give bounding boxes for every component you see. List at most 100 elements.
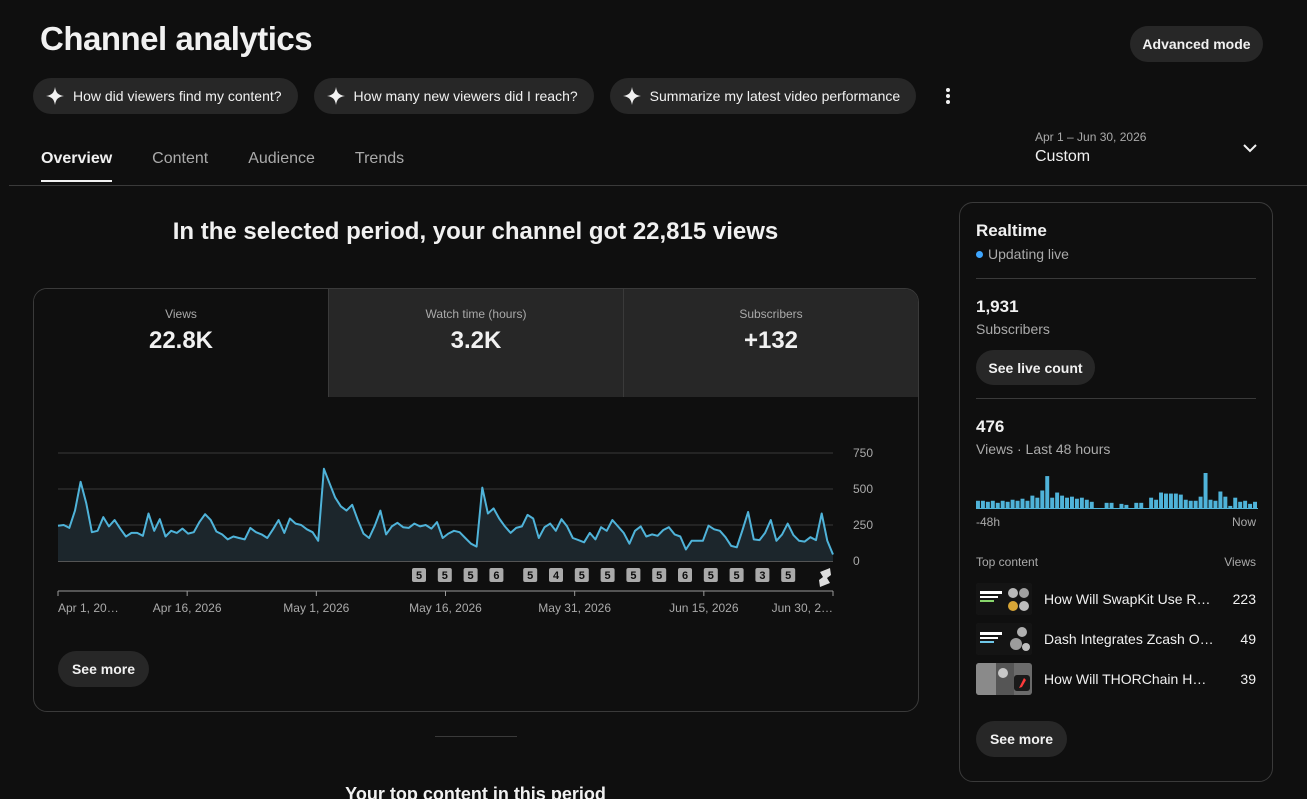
upload-marker-count: 5 bbox=[605, 570, 611, 582]
video-views: 49 bbox=[1240, 631, 1256, 647]
realtime-bar bbox=[1139, 502, 1144, 509]
realtime-bar bbox=[1213, 500, 1218, 509]
date-range-selector[interactable]: Apr 1 – Jun 30, 2026 Custom bbox=[1035, 130, 1260, 174]
chip-new-viewers[interactable]: How many new viewers did I reach? bbox=[313, 78, 594, 114]
metric-value: 22.8K bbox=[148, 327, 214, 354]
realtime-bar bbox=[990, 500, 995, 509]
video-thumbnail bbox=[976, 583, 1032, 615]
subscriber-label: Subscribers bbox=[976, 321, 1050, 337]
page-title: Channel analytics bbox=[40, 20, 313, 57]
realtime-title: Realtime bbox=[976, 221, 1047, 240]
chip-viewers-find[interactable]: How did viewers find my content? bbox=[33, 78, 298, 114]
realtime-bar bbox=[1109, 502, 1114, 509]
realtime-bar bbox=[1223, 496, 1228, 509]
realtime-axis: -48h Now bbox=[976, 515, 1256, 529]
top-content-list: How Will SwapKit Use R… 223 Dash Integr bbox=[976, 579, 1256, 699]
realtime-bar bbox=[1164, 493, 1168, 509]
x-tick-label: Apr 1, 20… bbox=[58, 601, 119, 615]
metric-subscribers[interactable]: Subscribers +132 bbox=[623, 289, 918, 397]
upload-marker bbox=[489, 568, 504, 582]
top-content-label: Top content bbox=[976, 555, 1039, 569]
realtime-views-label: Views · Last 48 hours bbox=[976, 441, 1111, 457]
video-thumbnail bbox=[976, 663, 1032, 695]
realtime-bar bbox=[1050, 497, 1055, 509]
tab-content[interactable]: Content bbox=[152, 150, 209, 167]
upload-marker bbox=[703, 568, 718, 582]
advanced-mode-button[interactable]: Advanced mode bbox=[1130, 26, 1263, 62]
realtime-bar bbox=[980, 500, 985, 509]
upload-marker-count: 5 bbox=[416, 570, 422, 582]
realtime-bar bbox=[1065, 497, 1069, 509]
metric-value: 3.2K bbox=[450, 327, 502, 354]
realtime-bar bbox=[1238, 501, 1243, 509]
realtime-bar bbox=[1010, 499, 1015, 509]
upload-marker-count: 5 bbox=[527, 570, 533, 582]
tab-audience[interactable]: Audience bbox=[248, 150, 315, 167]
realtime-card: Realtime Updating live 1,931 Subscribers… bbox=[959, 202, 1273, 782]
top-content-row[interactable]: How Will THORChain Han… 39 bbox=[976, 659, 1256, 699]
upload-marker-count: 3 bbox=[759, 570, 765, 582]
metric-label: Subscribers bbox=[739, 307, 803, 321]
realtime-bar bbox=[1035, 497, 1040, 509]
y-tick-label: 500 bbox=[853, 482, 873, 496]
upload-marker-count: 5 bbox=[579, 570, 585, 582]
more-options-icon[interactable] bbox=[936, 78, 960, 114]
overview-card: Views 22.8K Watch time (hours) 3.2K Subs… bbox=[33, 288, 919, 712]
tab-trends[interactable]: Trends bbox=[354, 150, 405, 167]
upload-marker bbox=[626, 568, 641, 582]
upload-marker bbox=[652, 568, 667, 582]
shorts-icon bbox=[819, 568, 831, 587]
y-tick-label: 0 bbox=[853, 554, 860, 568]
upload-marker-count: 4 bbox=[553, 570, 560, 582]
section-divider bbox=[435, 736, 517, 737]
realtime-bar bbox=[1025, 500, 1030, 509]
upload-marker-count: 5 bbox=[785, 570, 791, 582]
realtime-bar-chart bbox=[976, 473, 1258, 509]
upload-marker-count: 6 bbox=[493, 570, 499, 582]
realtime-bar bbox=[1173, 493, 1178, 509]
realtime-status-text: Updating live bbox=[988, 246, 1069, 262]
video-thumbnail bbox=[976, 623, 1032, 655]
see-live-count-button[interactable]: See live count bbox=[976, 350, 1095, 385]
top-content-row[interactable]: Dash Integrates Zcash Or… 49 bbox=[976, 619, 1256, 659]
realtime-views-count: 476 bbox=[976, 417, 1005, 436]
metric-value: +132 bbox=[743, 327, 799, 354]
realtime-bar bbox=[1015, 500, 1020, 509]
sparkle-icon bbox=[326, 86, 346, 106]
divider bbox=[976, 398, 1256, 399]
top-content-row[interactable]: How Will SwapKit Use R… 223 bbox=[976, 579, 1256, 619]
realtime-bar bbox=[1208, 499, 1213, 509]
upload-marker bbox=[729, 568, 744, 582]
realtime-bar bbox=[1005, 501, 1010, 509]
realtime-status: Updating live bbox=[976, 246, 1256, 262]
realtime-bar bbox=[985, 501, 990, 509]
sparkle-icon bbox=[45, 86, 65, 106]
video-views: 223 bbox=[1232, 591, 1256, 607]
realtime-bar bbox=[1159, 492, 1163, 509]
metric-watch-time[interactable]: Watch time (hours) 3.2K bbox=[328, 289, 623, 397]
video-views: 39 bbox=[1240, 671, 1256, 687]
y-tick-label: 250 bbox=[853, 518, 873, 532]
realtime-bar bbox=[1218, 491, 1223, 509]
chip-summarize[interactable]: Summarize my latest video performance bbox=[609, 78, 917, 114]
upload-marker bbox=[600, 568, 615, 582]
metric-tabs: Views 22.8K Watch time (hours) 3.2K Subs… bbox=[34, 289, 918, 397]
realtime-bar bbox=[1134, 502, 1139, 509]
axis-start-label: -48h bbox=[976, 515, 1001, 529]
views-area bbox=[58, 468, 833, 561]
video-title: Dash Integrates Zcash Or… bbox=[1044, 631, 1214, 647]
realtime-bar bbox=[1149, 497, 1154, 509]
realtime-see-more-button[interactable]: See more bbox=[976, 721, 1067, 757]
video-title: How Will SwapKit Use R… bbox=[1044, 591, 1211, 607]
chevron-down-icon bbox=[1242, 140, 1258, 158]
metric-label: Watch time (hours) bbox=[425, 307, 527, 321]
date-range-text: Apr 1 – Jun 30, 2026 bbox=[1035, 130, 1147, 144]
tab-divider bbox=[9, 185, 1307, 186]
divider bbox=[976, 278, 1256, 279]
metric-label: Views bbox=[165, 307, 197, 321]
sparkle-icon bbox=[622, 86, 642, 106]
see-more-button[interactable]: See more bbox=[58, 651, 149, 687]
tab-overview[interactable]: Overview bbox=[41, 150, 113, 182]
realtime-bar bbox=[1183, 499, 1188, 509]
metric-views[interactable]: Views 22.8K bbox=[34, 289, 328, 397]
